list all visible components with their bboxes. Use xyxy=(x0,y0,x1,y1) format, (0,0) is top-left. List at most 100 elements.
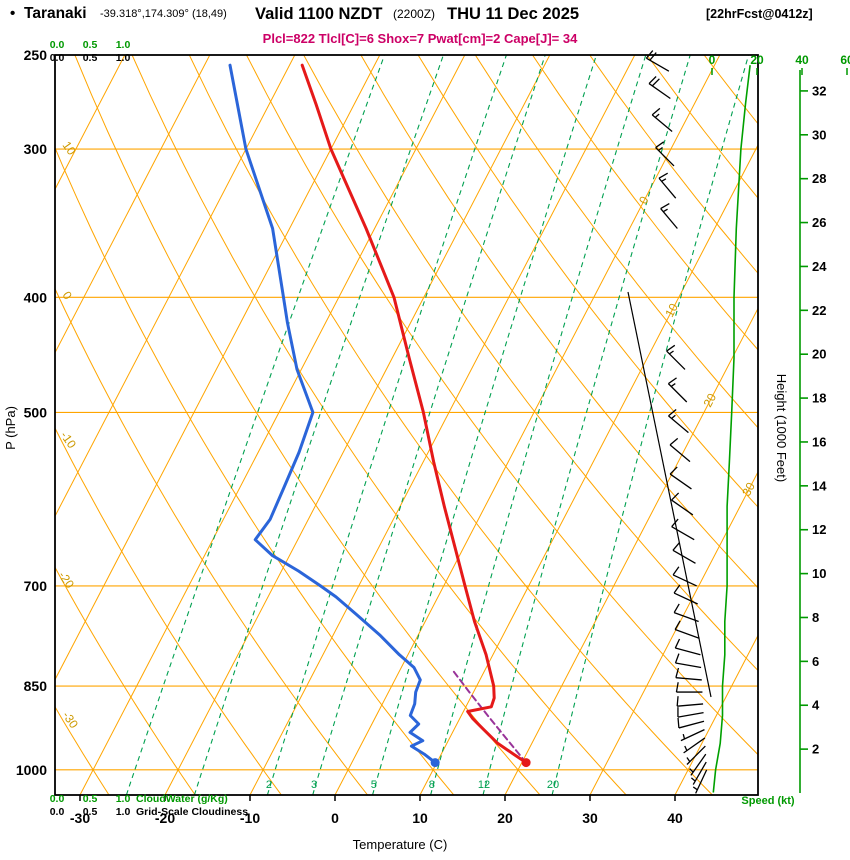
wind-barb-feather xyxy=(675,682,679,693)
pressure-tick-label: 250 xyxy=(24,47,48,63)
forecast-hour-tag: [22hrFcst@0412z] xyxy=(706,7,813,21)
wind-barb-half-feather xyxy=(671,414,676,420)
wind-barb-feather xyxy=(667,377,677,385)
isotherm-label: 30 xyxy=(739,480,758,499)
wind-barb-staff xyxy=(667,383,688,403)
temp-tick-label: -10 xyxy=(240,810,260,826)
wind-barb-feather xyxy=(660,203,670,210)
cloudwater-top-tick-2: 1.0 xyxy=(116,39,131,51)
cloudiness-axis-label: Grid-Scale Cloudiness xyxy=(136,806,248,818)
dry-adiabat-line xyxy=(246,55,758,756)
speed-scale: 0 20 40 60 Speed (kt) xyxy=(709,53,850,807)
temp-tick-label: 40 xyxy=(667,810,683,826)
cloudwater-bottom-tick-0: 0.0 xyxy=(50,793,65,805)
wind-barb-half-feather xyxy=(686,757,691,763)
height-tick-label: 12 xyxy=(812,522,826,537)
height-tick-label: 10 xyxy=(812,566,826,581)
speed-scale-tick-20: 20 xyxy=(750,53,764,67)
height-tick-label: 26 xyxy=(812,215,826,230)
height-tick-label: 30 xyxy=(812,127,826,142)
cloudwater-bottom-tick-2: 1.0 xyxy=(116,793,131,805)
wind-barb-feather xyxy=(668,409,677,417)
valid-zulu-label: (2200Z) xyxy=(393,7,435,21)
wind-barb-half-feather xyxy=(682,733,686,740)
pressure-axis-title: P (hPa) xyxy=(3,406,18,450)
mixing-ratio-label: 20 xyxy=(547,779,559,791)
dry-adiabat-line xyxy=(819,55,850,795)
dry-adiabat-label: -10 xyxy=(58,429,80,452)
height-tick-label: 4 xyxy=(812,698,820,713)
aux-diagonal-line xyxy=(627,291,712,698)
wind-barb-half-feather xyxy=(658,146,663,151)
height-tick-label: 2 xyxy=(812,742,819,757)
dry-adiabat-line xyxy=(188,55,713,795)
isotherm-line xyxy=(55,55,381,681)
valid-time-label: Valid 1100 NZDT xyxy=(255,5,382,23)
isotherm-line xyxy=(674,634,758,795)
wind-barb-feather xyxy=(671,492,680,501)
background-grid xyxy=(55,55,850,795)
height-tick-label: 20 xyxy=(812,347,826,362)
mixing-ratio-line xyxy=(125,55,386,795)
wind-barb-feather xyxy=(649,52,657,61)
isotherm-label: 20 xyxy=(701,391,720,410)
valid-date-label: THU 11 Dec 2025 xyxy=(447,5,579,23)
mixing-ratio-label: 3 xyxy=(311,779,317,791)
height-tick-label: 14 xyxy=(812,478,827,493)
mixing-ratio-line xyxy=(551,55,750,795)
temperature-curve xyxy=(300,63,528,765)
isotherm-line xyxy=(79,55,466,795)
temp-tick-label: 20 xyxy=(497,810,513,826)
height-tick-label: 28 xyxy=(812,171,826,186)
cloudiness-top-tick-1: 0.5 xyxy=(83,52,98,64)
wind-barb-staff xyxy=(692,761,707,785)
wind-barb-staff xyxy=(690,753,707,776)
mixing-ratio-line xyxy=(193,55,444,795)
wind-barb-half-feather xyxy=(684,745,688,751)
pressure-tick-label: 300 xyxy=(24,141,48,157)
pressure-tick-label: 1000 xyxy=(16,762,47,778)
mixing-ratio-label: 12 xyxy=(478,779,490,791)
isotherm-line xyxy=(589,470,758,795)
wind-barb-feather xyxy=(676,696,679,707)
height-tick-label: 8 xyxy=(812,610,819,625)
wind-barb-feather xyxy=(651,107,661,116)
wind-barb-feather xyxy=(671,518,679,528)
cloudiness-bottom-tick-1: 0.5 xyxy=(83,806,98,818)
mixing-ratio-label: 2 xyxy=(266,779,272,791)
wind-barb-feather xyxy=(648,76,657,85)
wind-barb-staff xyxy=(673,592,698,605)
wind-barb-feather xyxy=(674,638,681,649)
wind-barb-half-feather xyxy=(689,768,694,773)
wind-barb-staff xyxy=(678,720,705,729)
mixing-ratio-line xyxy=(371,55,597,795)
pressure-tick-label: 700 xyxy=(24,578,48,594)
speed-axis-label: Speed (kt) xyxy=(741,795,795,807)
mixing-ratio-line xyxy=(266,55,507,795)
mixing-ratio-label: 8 xyxy=(429,779,435,791)
mixing-ratio-line xyxy=(312,55,546,795)
temp-tick-label: 0 xyxy=(331,810,339,826)
wind-barb-half-feather xyxy=(690,777,696,782)
wind-barb-feather xyxy=(673,584,681,594)
dry-adiabat-line xyxy=(55,427,282,795)
grid-value-labels: 0 10 20 30 10 0 -10 -20 -30 2 3 5 8 12 20 xyxy=(56,139,758,791)
wind-barb-staff xyxy=(672,574,697,587)
temp-tick-label: 30 xyxy=(582,810,598,826)
wind-barb-feather xyxy=(672,542,680,551)
speed-scale-tick-60: 60 xyxy=(840,53,850,67)
cloudwater-bottom-tick-1: 0.5 xyxy=(83,793,98,805)
wind-barb-feather xyxy=(674,620,681,630)
wind-barb-staff xyxy=(658,177,677,199)
dry-adiabat-line xyxy=(55,287,368,795)
height-axis-title: Height (1000 Feet) xyxy=(774,374,789,482)
dry-adiabat-label: 10 xyxy=(60,139,79,158)
dry-adiabat-line xyxy=(303,55,758,672)
wind-barb-staff xyxy=(674,628,700,640)
isotherm-line xyxy=(504,307,758,795)
wind-barb-staff xyxy=(675,647,701,656)
isotherm-label: 0 xyxy=(636,194,652,207)
